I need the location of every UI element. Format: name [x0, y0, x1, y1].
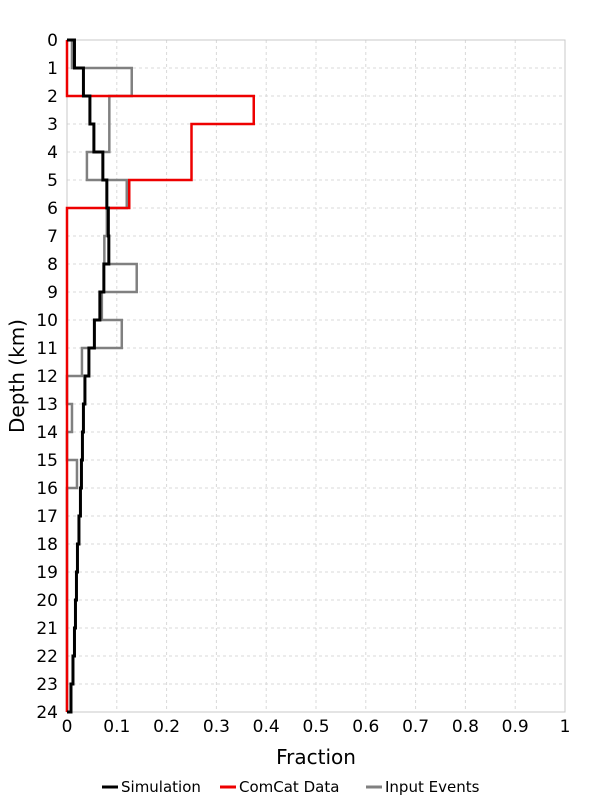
series-line-simulation — [67, 38, 111, 714]
y-tick-label: 9 — [47, 283, 58, 303]
y-tick-label: 6 — [47, 199, 58, 219]
y-axis-title: Depth (km) — [5, 319, 29, 433]
y-tick-label: 16 — [36, 479, 58, 499]
x-tick-label: 0.3 — [203, 717, 230, 737]
y-tick-label: 3 — [47, 115, 58, 135]
y-tick-label: 24 — [36, 703, 58, 723]
y-tick-label: 1 — [47, 59, 58, 79]
series-layer — [65, 38, 255, 714]
y-tick-label: 8 — [47, 255, 58, 275]
y-tick-label: 2 — [47, 87, 58, 107]
y-tick-label: 23 — [36, 675, 58, 695]
y-tick-label: 10 — [36, 311, 58, 331]
x-tick-label: 0.4 — [253, 717, 280, 737]
y-tick-label: 7 — [47, 227, 58, 247]
x-tick-label: 1 — [560, 717, 571, 737]
y-tick-label: 0 — [47, 31, 58, 51]
legend-label-simulation: Simulation — [121, 778, 201, 796]
y-tick-label: 22 — [36, 647, 58, 667]
y-tick-label: 11 — [36, 339, 58, 359]
y-tick-label: 14 — [36, 423, 58, 443]
x-tick-label: 0 — [62, 717, 73, 737]
y-tick-label: 12 — [36, 367, 58, 387]
x-tick-label: 0.9 — [502, 717, 529, 737]
legend: Simulation ComCat Data Input Events — [102, 778, 480, 796]
y-tick-label: 18 — [36, 535, 58, 555]
y-tick-label: 17 — [36, 507, 58, 527]
y-tick-label: 4 — [47, 143, 58, 163]
y-tick-label: 13 — [36, 395, 58, 415]
series-line-comcat-data — [65, 40, 255, 712]
x-tick-label: 0.7 — [402, 717, 429, 737]
x-tick-labels: 0 0.1 0.2 0.3 0.4 0.5 0.6 0.7 0.8 0.9 1 — [62, 717, 571, 737]
y-tick-label: 21 — [36, 619, 58, 639]
x-tick-label: 0.6 — [352, 717, 379, 737]
x-tick-label: 0.1 — [103, 717, 130, 737]
legend-label-input-events: Input Events — [385, 778, 480, 796]
x-tick-label: 0.8 — [452, 717, 479, 737]
x-axis-title: Fraction — [276, 745, 356, 769]
y-tick-label: 20 — [36, 591, 58, 611]
y-tick-label: 5 — [47, 171, 58, 191]
x-tick-label: 0.2 — [153, 717, 180, 737]
x-tick-label: 0.5 — [302, 717, 329, 737]
y-tick-label: 15 — [36, 451, 58, 471]
y-tick-label: 19 — [36, 563, 58, 583]
legend-label-comcat-data: ComCat Data — [239, 778, 339, 796]
